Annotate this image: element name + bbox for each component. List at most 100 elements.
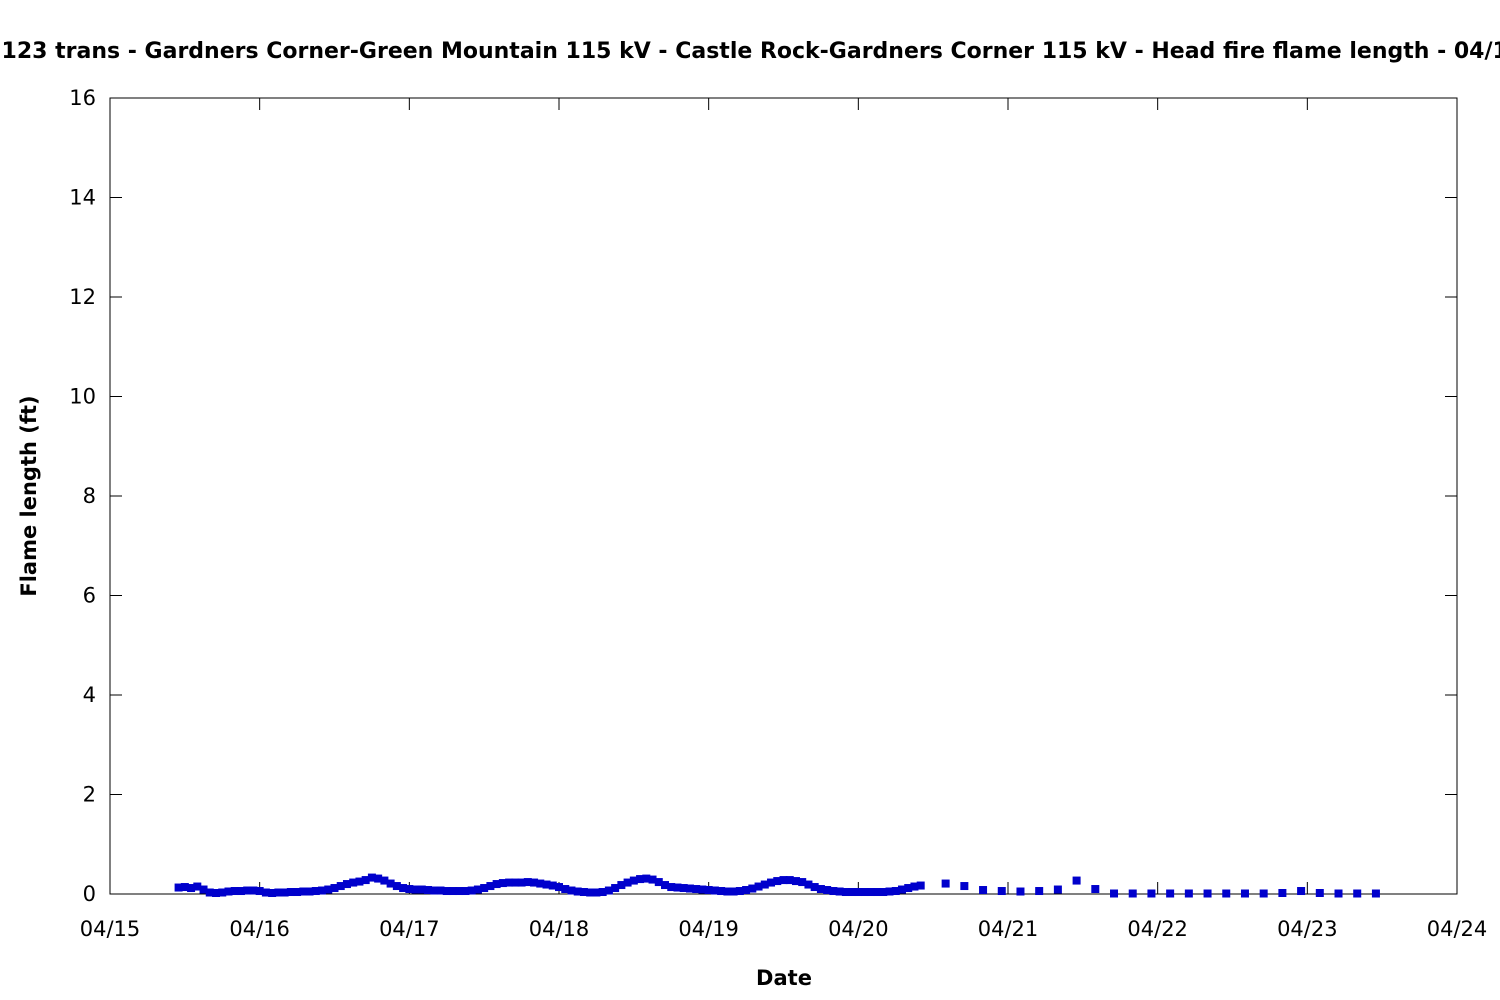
- data-point: [349, 878, 358, 887]
- data-point: [342, 880, 351, 889]
- data-point: [193, 882, 202, 891]
- data-point: [430, 886, 439, 895]
- data-point: [897, 885, 906, 894]
- data-point: [536, 879, 545, 888]
- data-point: [230, 887, 239, 896]
- data-point: [542, 880, 551, 889]
- data-point: [286, 888, 295, 897]
- data-point: [523, 878, 532, 887]
- data-point: [324, 885, 333, 894]
- data-point: [891, 887, 900, 896]
- data-point: [399, 884, 408, 893]
- data-point: [611, 884, 620, 893]
- data-point: [305, 887, 314, 896]
- data-point: [417, 885, 426, 894]
- data-point: [530, 878, 539, 887]
- data-point: [392, 882, 401, 891]
- data-point: [704, 886, 713, 895]
- data-point: [823, 886, 832, 895]
- data-point: [411, 885, 420, 894]
- data-point: [480, 884, 489, 893]
- data-point: [180, 883, 189, 892]
- data-point: [667, 883, 676, 892]
- x-tick-label: 04/16: [229, 917, 290, 941]
- data-point: [866, 888, 875, 897]
- data-point: [617, 881, 626, 890]
- data-point: [1035, 887, 1044, 896]
- data-point: [586, 888, 595, 897]
- data-series: [174, 873, 1380, 898]
- data-point: [710, 886, 719, 895]
- data-point: [573, 887, 582, 896]
- data-point: [380, 876, 389, 885]
- data-point: [829, 887, 838, 896]
- data-point: [442, 887, 451, 896]
- data-point: [1278, 889, 1287, 898]
- data-point: [455, 887, 464, 896]
- data-point: [561, 885, 570, 894]
- data-point: [1016, 887, 1025, 896]
- data-point: [592, 888, 601, 897]
- data-point: [218, 888, 227, 897]
- data-point: [735, 887, 744, 896]
- data-point: [1203, 889, 1212, 898]
- data-point: [760, 880, 769, 889]
- y-tick-label: 10: [69, 385, 96, 409]
- data-point: [1353, 889, 1362, 898]
- data-point: [473, 885, 482, 894]
- data-point: [854, 888, 863, 897]
- x-tick-label: 04/18: [529, 917, 590, 941]
- data-point: [860, 888, 869, 897]
- data-point: [330, 884, 339, 893]
- x-axis: 04/15 04/16 04/17 04/18 04/19 04/20 04/21 04/22…: [80, 98, 1487, 941]
- data-point: [467, 886, 476, 895]
- x-tick-label: 04/21: [978, 917, 1039, 941]
- data-point: [436, 886, 445, 895]
- data-point: [779, 876, 788, 885]
- data-point: [661, 881, 670, 890]
- chart-title: D 123 trans - Gardners Corner-Green Moun…: [0, 39, 1500, 64]
- data-point: [361, 876, 370, 885]
- data-point: [910, 882, 919, 891]
- data-point: [1297, 887, 1306, 896]
- data-point: [960, 882, 969, 891]
- data-point: [604, 886, 613, 895]
- y-tick-label: 8: [83, 484, 96, 508]
- data-point: [205, 888, 214, 897]
- data-point: [424, 886, 433, 895]
- data-point: [274, 888, 283, 897]
- y-tick-label: 4: [83, 683, 96, 707]
- data-point: [997, 887, 1006, 896]
- data-point: [236, 887, 245, 896]
- data-point: [698, 885, 707, 894]
- data-point: [299, 887, 308, 896]
- data-point: [729, 887, 738, 896]
- y-axis-label: Flame length (ft): [17, 395, 41, 596]
- x-tick-label: 04/17: [379, 917, 440, 941]
- data-point: [212, 889, 221, 898]
- data-point: [623, 878, 632, 887]
- x-tick-label: 04/22: [1127, 917, 1188, 941]
- data-point: [798, 878, 807, 887]
- x-tick-label: 04/15: [80, 917, 141, 941]
- y-tick-label: 0: [83, 882, 96, 906]
- data-point: [1053, 885, 1062, 894]
- data-point: [224, 887, 233, 896]
- data-point: [336, 882, 345, 891]
- data-point: [187, 884, 196, 893]
- data-point: [498, 879, 507, 888]
- x-axis-label: Date: [756, 966, 812, 990]
- data-point: [941, 879, 950, 888]
- plot-frame: [109, 97, 1458, 895]
- data-point: [754, 882, 763, 891]
- data-point: [1222, 889, 1231, 898]
- y-tick-label: 16: [69, 86, 96, 110]
- data-point: [1334, 889, 1343, 898]
- data-point: [1259, 889, 1268, 898]
- y-tick-label: 12: [69, 285, 96, 309]
- data-point: [835, 887, 844, 896]
- data-point: [636, 875, 645, 884]
- data-point: [405, 885, 414, 894]
- data-point: [579, 888, 588, 897]
